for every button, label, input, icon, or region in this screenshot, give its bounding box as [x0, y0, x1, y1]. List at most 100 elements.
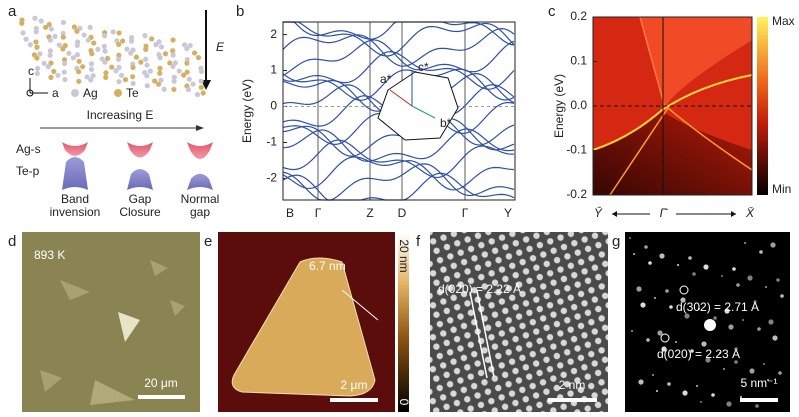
axis-label: c — [28, 64, 34, 78]
atom — [143, 56, 149, 62]
diffraction-spot — [770, 242, 776, 248]
atom — [161, 86, 167, 92]
atom — [176, 68, 182, 74]
atom — [27, 42, 33, 48]
y-axis-label: Energy (eV) — [552, 74, 566, 138]
atom — [48, 74, 54, 80]
plot-frame — [282, 21, 516, 201]
diffraction-spot — [636, 286, 642, 292]
y-tick-label: 0.2 — [570, 9, 587, 23]
diffraction-spot — [728, 324, 734, 330]
diffraction-spot — [719, 352, 721, 354]
diffraction-spot — [659, 253, 665, 259]
diffraction-spot — [657, 330, 663, 336]
stage-label: Normal — [181, 192, 220, 206]
atom — [32, 15, 38, 21]
legend-entry: Te — [126, 86, 139, 100]
atom — [90, 73, 96, 79]
inset-label: b* — [440, 116, 452, 130]
atom — [158, 77, 164, 83]
diffraction-spot — [696, 385, 698, 387]
atom — [105, 55, 111, 61]
y-tick-label: -2 — [266, 171, 277, 185]
x-tick-label: Γ — [315, 206, 322, 220]
atom — [170, 48, 176, 54]
atom — [170, 37, 176, 43]
atom — [116, 41, 122, 48]
brillouin-zone — [377, 71, 459, 141]
atom — [74, 42, 80, 48]
atom — [85, 37, 91, 43]
valence-cone — [62, 157, 88, 190]
band-line — [282, 156, 515, 191]
atom — [157, 55, 163, 61]
atom — [133, 54, 140, 60]
atom — [62, 76, 68, 83]
diffraction-spot — [776, 278, 780, 282]
atom — [47, 37, 54, 43]
diffraction-spot — [711, 393, 715, 397]
diffraction-spot — [742, 319, 744, 321]
atom — [46, 21, 52, 28]
atom — [52, 33, 58, 40]
x-tick-label: B — [286, 206, 294, 220]
atom — [167, 60, 173, 66]
atom — [60, 19, 67, 26]
diffraction-spot — [723, 368, 725, 370]
atom — [42, 24, 49, 30]
colorbar-label: Max — [772, 14, 795, 28]
atom — [84, 74, 90, 80]
height-label: 6.7 nm — [309, 259, 346, 273]
panel-letter: b — [236, 3, 244, 20]
atom — [20, 30, 26, 36]
scale-label: 2 nm — [559, 378, 586, 392]
band-line — [282, 128, 515, 162]
atom — [61, 57, 68, 63]
x-tick-label: X̄ — [745, 206, 755, 220]
atom — [48, 26, 54, 32]
atom — [48, 60, 54, 66]
diffraction-spot — [631, 330, 633, 332]
atom — [88, 66, 95, 72]
atom — [171, 74, 177, 80]
diffraction-spot — [682, 390, 688, 396]
atom — [185, 86, 192, 93]
diffraction-spot — [629, 237, 631, 239]
scale-label: 20 μm — [144, 376, 178, 390]
atom — [61, 69, 67, 75]
conduction-cone — [187, 142, 213, 159]
atom — [144, 62, 150, 68]
atom — [142, 33, 148, 39]
diffraction-spot — [667, 382, 671, 386]
diffraction-spot — [713, 316, 717, 320]
diffraction-spot — [680, 297, 686, 303]
atom — [103, 74, 109, 81]
atom — [181, 72, 187, 78]
diffraction-spot — [747, 275, 753, 281]
panel-letter: a — [8, 3, 17, 20]
image-d — [22, 232, 200, 412]
atom — [66, 50, 72, 56]
diffraction-spot — [763, 363, 765, 365]
conduction-cone — [127, 142, 153, 158]
atom — [198, 84, 204, 90]
temperature: 893 K — [34, 248, 65, 262]
legend-entry: Ag — [83, 86, 98, 100]
diffraction-spot — [765, 286, 767, 288]
lattice-spacing: d(020) = 2.22 Å — [438, 281, 521, 296]
diffraction-spot — [684, 313, 690, 319]
orbital-label: Te-p — [16, 164, 40, 178]
atom — [33, 29, 39, 35]
x-tick-label: Γ — [462, 206, 469, 220]
atom — [34, 70, 40, 77]
atom — [115, 56, 122, 62]
atom — [88, 61, 95, 67]
atom — [101, 43, 107, 49]
panel-letter: d — [8, 233, 16, 250]
plot-frame — [592, 16, 753, 196]
panel-letter: c — [548, 3, 556, 20]
atom — [70, 55, 76, 61]
inset-label: c* — [418, 60, 429, 74]
y-tick-label: -1 — [266, 135, 277, 149]
